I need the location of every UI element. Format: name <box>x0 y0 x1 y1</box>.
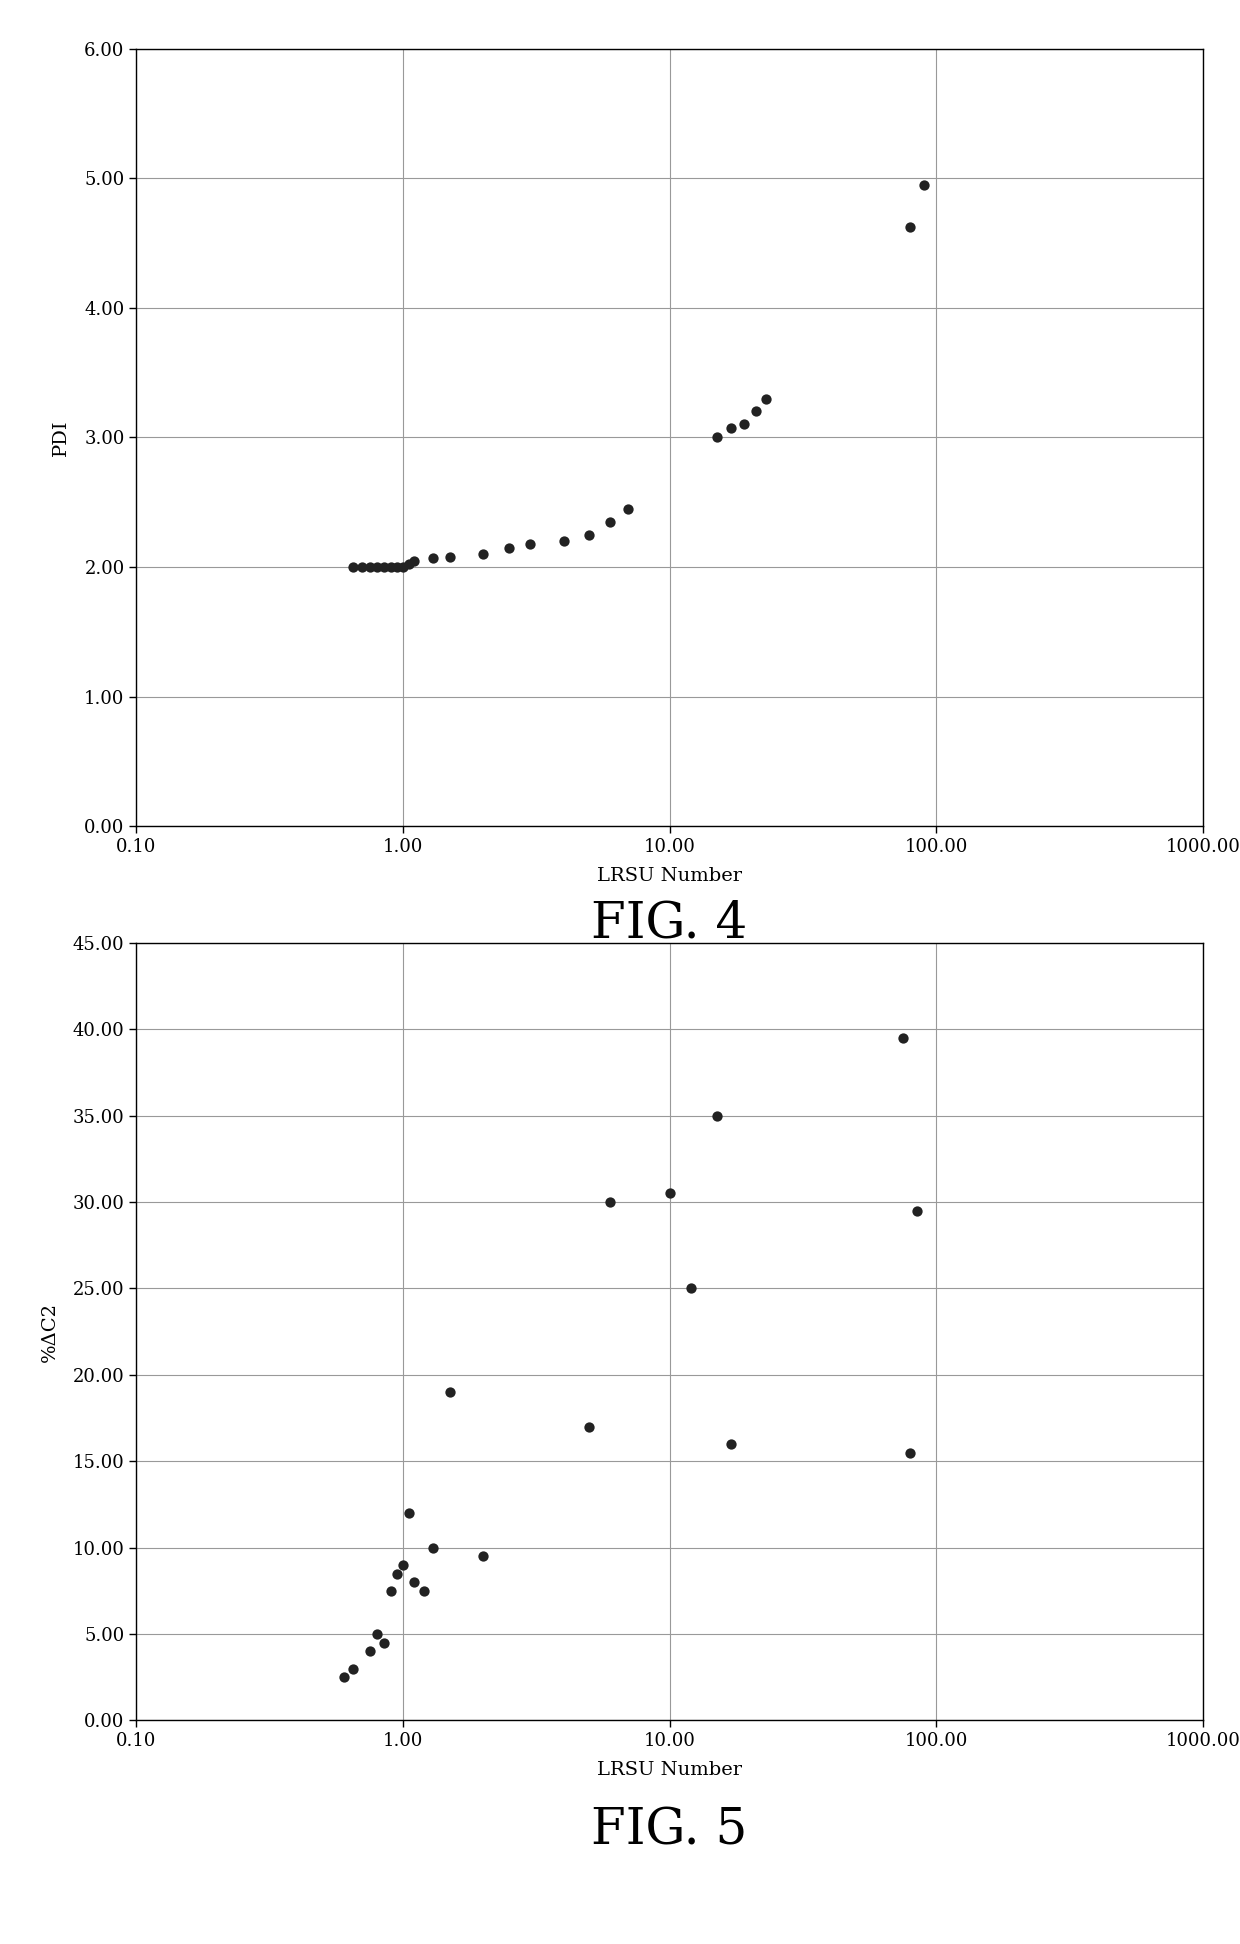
Point <box>404 544 424 575</box>
Point <box>745 397 765 428</box>
Point <box>393 1549 413 1580</box>
Point <box>387 552 407 583</box>
Point <box>900 212 920 243</box>
Point <box>579 519 599 550</box>
Point <box>360 1635 379 1666</box>
Point <box>521 529 541 560</box>
Point <box>423 1532 443 1563</box>
Point <box>734 408 754 439</box>
Point <box>360 552 379 583</box>
Point <box>367 552 387 583</box>
Point <box>893 1023 913 1054</box>
Point <box>381 552 401 583</box>
Point <box>374 552 394 583</box>
Point <box>722 412 742 443</box>
Point <box>343 552 363 583</box>
X-axis label: LRSU Number: LRSU Number <box>598 867 742 885</box>
Point <box>914 169 934 200</box>
Point <box>367 1619 387 1650</box>
Point <box>423 542 443 573</box>
Point <box>374 1627 394 1658</box>
Y-axis label: %ΔC2: %ΔC2 <box>41 1302 58 1361</box>
Text: FIG. 5: FIG. 5 <box>591 1806 748 1857</box>
Point <box>619 494 639 525</box>
Point <box>681 1273 701 1304</box>
Point <box>404 1567 424 1598</box>
Point <box>334 1662 353 1693</box>
Point <box>660 1178 680 1209</box>
Point <box>387 1557 407 1588</box>
Point <box>756 383 776 414</box>
Text: FIG. 4: FIG. 4 <box>591 898 748 949</box>
Point <box>908 1196 928 1227</box>
Point <box>579 1411 599 1442</box>
Point <box>414 1575 434 1606</box>
Point <box>600 505 620 537</box>
Point <box>722 1429 742 1460</box>
Point <box>474 538 494 570</box>
Point <box>393 552 413 583</box>
Point <box>440 540 460 572</box>
Point <box>474 1542 494 1573</box>
Point <box>440 1376 460 1407</box>
Point <box>381 1575 401 1606</box>
Point <box>399 548 419 579</box>
Point <box>399 1497 419 1528</box>
Point <box>600 1186 620 1217</box>
Point <box>343 1652 363 1684</box>
Y-axis label: PDI: PDI <box>52 420 71 455</box>
Point <box>707 422 727 453</box>
X-axis label: LRSU Number: LRSU Number <box>598 1761 742 1779</box>
Point <box>900 1437 920 1468</box>
Point <box>500 533 520 564</box>
Point <box>707 1100 727 1131</box>
Point <box>352 552 372 583</box>
Point <box>553 525 573 556</box>
